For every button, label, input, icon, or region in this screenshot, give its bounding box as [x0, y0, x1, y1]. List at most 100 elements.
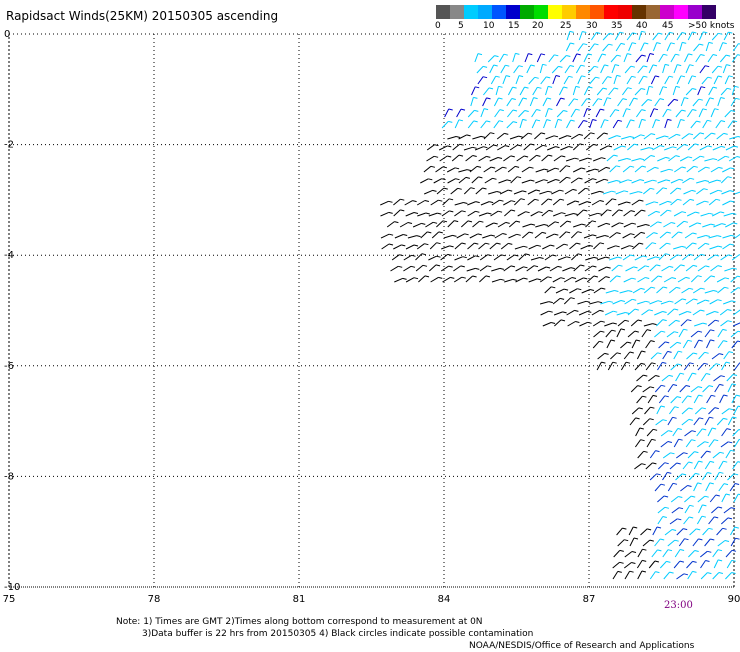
wind-barb	[609, 233, 616, 238]
wind-barb	[479, 243, 486, 249]
wind-barb	[637, 351, 641, 359]
wind-barb-flag	[658, 301, 662, 302]
wind-barb-flag	[681, 265, 685, 266]
wind-barb-flag	[442, 179, 446, 180]
wind-barb-flag	[727, 88, 731, 89]
wind-barb-flag	[522, 191, 526, 192]
wind-barb	[659, 54, 664, 62]
wind-barb	[712, 354, 719, 359]
wind-barb-flag	[655, 76, 659, 77]
wind-barb-flag	[661, 331, 665, 332]
wind-barb-flag	[720, 452, 724, 453]
wind-barb	[567, 201, 575, 205]
wind-barb-flag	[647, 330, 651, 331]
wind-barb	[721, 321, 728, 326]
wind-barb	[590, 120, 593, 129]
wind-barb	[698, 243, 705, 249]
wind-barb-flag	[706, 236, 710, 237]
wind-barb-flag	[443, 167, 447, 168]
wind-barb-flag	[593, 144, 597, 145]
wind-barb-flag	[474, 243, 478, 244]
wind-barb	[647, 429, 653, 436]
wind-barb-flag	[525, 111, 529, 112]
wind-barb-flag	[547, 98, 551, 99]
wind-barb-flag	[548, 109, 552, 110]
wind-barb	[723, 65, 726, 73]
wind-barb	[627, 120, 631, 128]
wind-barb	[611, 55, 617, 62]
wind-barb-flag	[463, 203, 467, 204]
wind-barb-flag	[697, 223, 701, 224]
wind-barb	[639, 76, 644, 84]
wind-barb-flag	[413, 201, 417, 202]
wind-barb-flag	[581, 65, 585, 66]
wind-barb	[714, 76, 718, 84]
wind-barb-flag	[503, 167, 507, 168]
wind-barb-flag	[560, 298, 564, 299]
wind-barb	[651, 353, 658, 359]
wind-barb-flag	[552, 255, 556, 256]
wind-barb	[617, 528, 623, 535]
wind-barb	[674, 65, 677, 73]
wind-barb-flag	[616, 246, 620, 247]
wind-barb-flag	[689, 462, 693, 463]
wind-barb	[511, 177, 517, 183]
wind-barb	[404, 255, 412, 260]
wind-barb-flag	[570, 31, 574, 32]
y-tick-label: -10	[4, 582, 20, 593]
wind-barb	[735, 233, 740, 238]
wind-barb-flag	[630, 571, 634, 572]
wind-barb	[517, 156, 524, 161]
wind-barb-flag	[587, 99, 591, 100]
wind-barb	[442, 211, 449, 216]
wind-barb	[728, 121, 733, 128]
wind-barb-flag	[507, 180, 511, 181]
wind-barb	[451, 188, 458, 194]
wind-barb	[689, 223, 697, 227]
wind-barb-flag	[686, 277, 690, 278]
wind-barb-flag	[566, 56, 570, 57]
wind-barb-flag	[389, 201, 393, 202]
wind-barb	[650, 451, 655, 458]
wind-barb-flag	[493, 178, 497, 179]
wind-barb	[490, 243, 497, 249]
wind-barb-flag	[455, 168, 459, 169]
wind-barb-flag	[723, 418, 727, 419]
wind-barb-flag	[642, 396, 646, 397]
wind-barb	[705, 461, 710, 469]
wind-barb-flag	[689, 134, 693, 135]
wind-barb	[579, 158, 588, 161]
wind-barb	[708, 55, 713, 63]
wind-barb-flag	[604, 179, 608, 180]
wind-barb	[431, 200, 439, 205]
wind-barb	[722, 429, 727, 436]
wind-barb	[533, 87, 538, 95]
wind-barb-flag	[560, 190, 564, 191]
wind-barb-flag	[688, 157, 692, 158]
wind-barb-flag	[710, 98, 714, 99]
wind-barb-flag	[657, 550, 661, 551]
wind-barb	[646, 233, 653, 238]
wind-barb-flag	[689, 517, 693, 518]
wind-barb-flag	[679, 508, 683, 509]
wind-barb	[638, 549, 643, 557]
wind-barb-flag	[728, 255, 732, 256]
wind-barb	[508, 87, 512, 95]
wind-barb-flag	[570, 43, 574, 44]
wind-barb	[615, 32, 620, 40]
wind-barb	[612, 223, 620, 227]
wind-barb	[677, 529, 683, 535]
wind-barb	[708, 255, 716, 260]
wind-barb-flag	[560, 199, 564, 200]
wind-barb-flag	[651, 156, 655, 157]
wind-barb-flag	[634, 98, 638, 99]
wind-barb-flag	[411, 266, 415, 267]
wind-barb	[659, 342, 666, 348]
wind-barb	[710, 246, 719, 249]
wind-barb	[710, 364, 716, 370]
wind-barb-flag	[636, 418, 640, 419]
wind-barb-flag	[488, 255, 492, 256]
wind-barb	[713, 550, 718, 557]
wind-barb	[514, 191, 522, 194]
wind-barb	[454, 211, 461, 216]
